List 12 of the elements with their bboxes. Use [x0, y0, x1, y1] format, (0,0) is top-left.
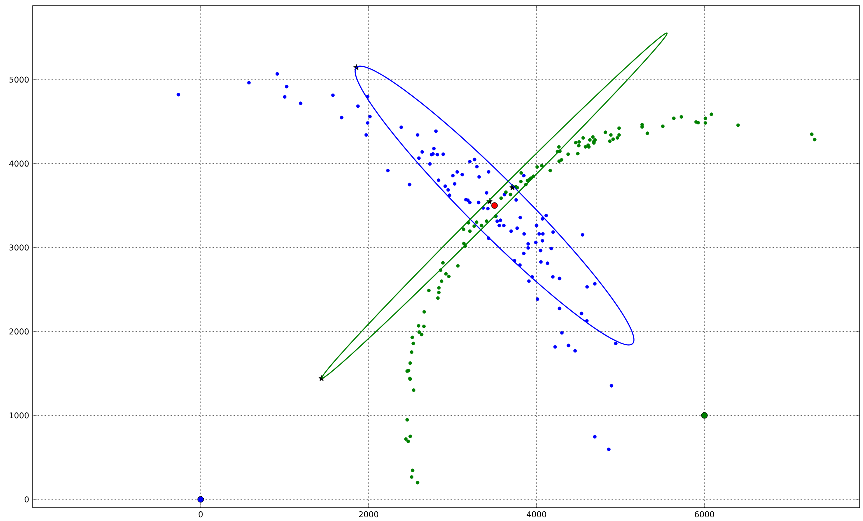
- x-tick-label: 6000: [695, 512, 714, 518]
- x-tick-label: 2000: [359, 512, 378, 518]
- x-tick-label: 4000: [526, 512, 546, 518]
- y-tick-label: 4000: [10, 160, 29, 167]
- point: [701, 412, 708, 419]
- point: [198, 496, 204, 503]
- y-tick-label: 0: [24, 496, 29, 503]
- x-tick-label: 0: [198, 512, 203, 518]
- y-tick-label: 3000: [10, 244, 29, 251]
- y-tick-label: 2000: [10, 328, 29, 335]
- y-tick-label: 1000: [10, 412, 29, 419]
- y-tick-label: 5000: [10, 76, 29, 83]
